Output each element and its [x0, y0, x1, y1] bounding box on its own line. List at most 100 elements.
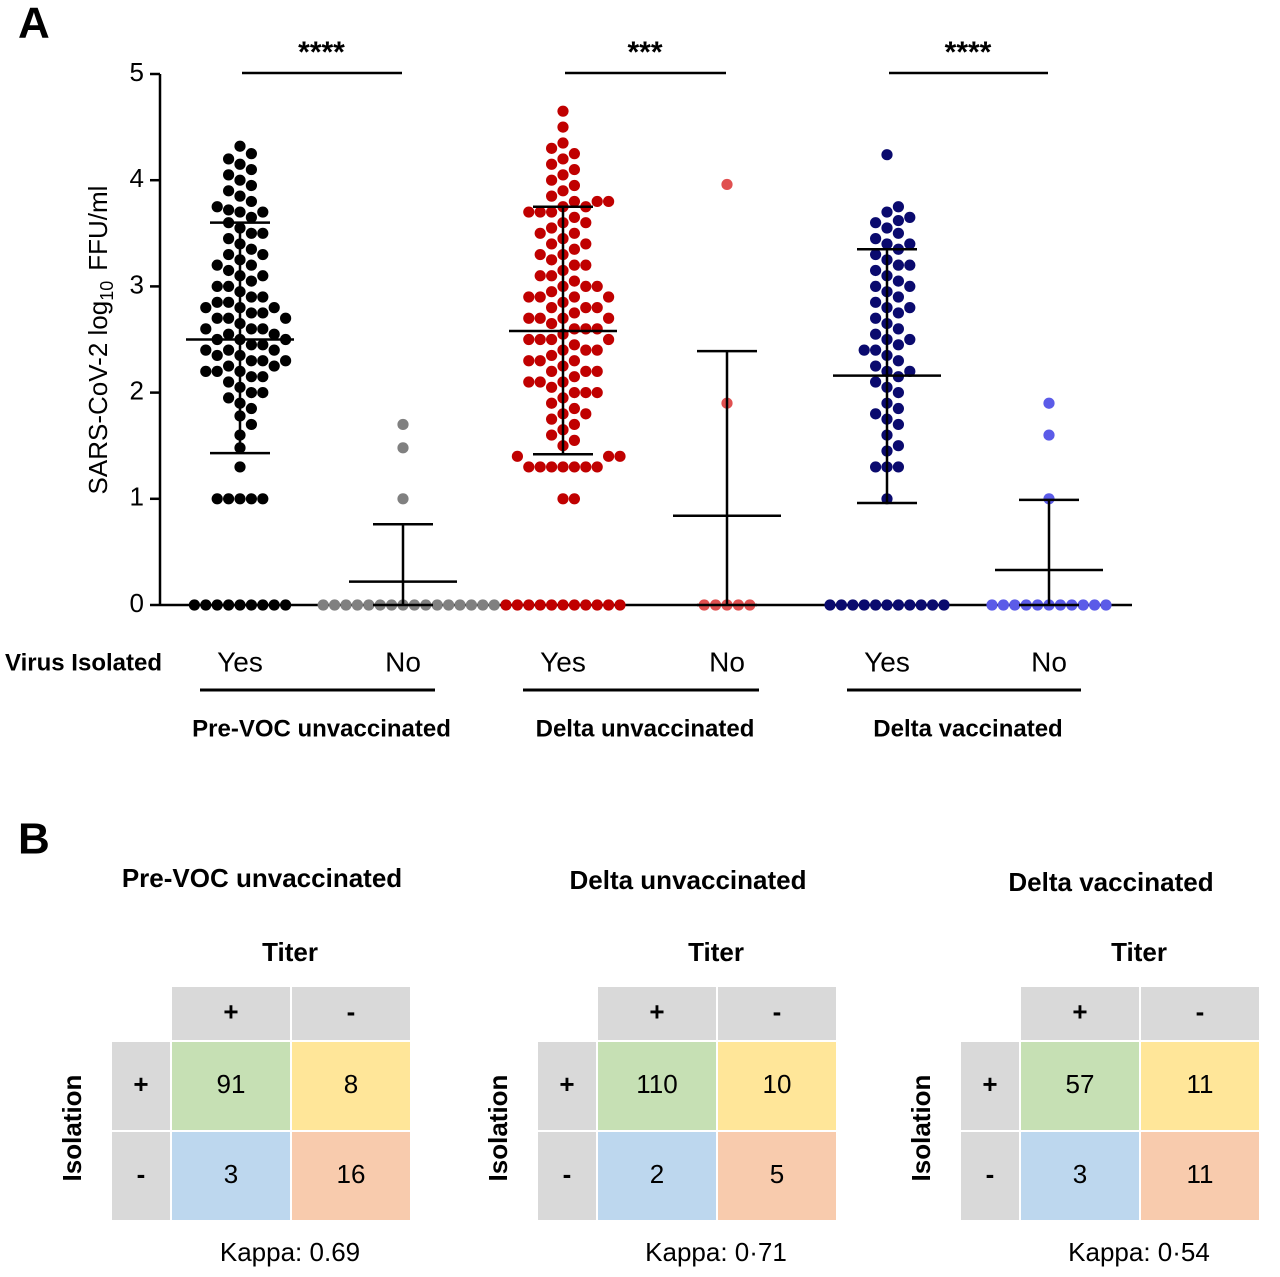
- data-point: [870, 264, 882, 277]
- row-label: +: [133, 1069, 148, 1099]
- data-point: [534, 227, 546, 239]
- kappa-label: Kappa: 0.69: [220, 1237, 360, 1267]
- row-header: Isolation: [906, 1075, 936, 1182]
- data-point: [546, 238, 558, 250]
- data-point: [568, 211, 581, 223]
- data-point: [870, 360, 882, 372]
- data-point: [223, 344, 235, 356]
- data-point: [892, 387, 905, 399]
- data-point: [603, 291, 615, 303]
- data-point: [280, 599, 292, 611]
- header-cell: [961, 1042, 1019, 1130]
- data-point: [591, 387, 603, 399]
- cell-value: 11: [1187, 1159, 1214, 1189]
- header-cell: [538, 1042, 596, 1130]
- table-cell: [718, 1132, 836, 1220]
- header-cell: [961, 1132, 1019, 1220]
- data-point: [534, 461, 546, 473]
- panel-label: A: [18, 0, 50, 48]
- data-point: [892, 323, 905, 335]
- data-point: [568, 291, 581, 303]
- data-point: [245, 402, 257, 415]
- data-point: [881, 206, 893, 218]
- data-point: [580, 344, 592, 356]
- data-point: [568, 195, 581, 208]
- data-point: [847, 599, 859, 611]
- data-point: [257, 291, 269, 303]
- panel-label: B: [18, 815, 50, 864]
- cell-value: 57: [1066, 1069, 1095, 1099]
- data-point: [557, 169, 569, 181]
- data-point: [200, 344, 212, 356]
- cell-value: 16: [337, 1159, 366, 1189]
- data-point: [223, 153, 235, 165]
- data-point: [523, 461, 535, 473]
- data-point: [200, 302, 212, 314]
- data-point: [245, 211, 257, 223]
- data-point: [534, 355, 546, 367]
- table-title: Pre-VOC unvaccinated: [122, 863, 402, 893]
- data-point: [580, 259, 592, 271]
- data-point: [245, 371, 257, 383]
- table-cell: [172, 1132, 290, 1220]
- data-point: [245, 259, 257, 271]
- kappa-label: Kappa: 0·71: [645, 1237, 787, 1267]
- data-point: [591, 302, 603, 314]
- data-point: [870, 296, 882, 308]
- data-point: [892, 418, 905, 431]
- data-point: [200, 365, 212, 377]
- data-point: [568, 227, 581, 239]
- x-tick-label: Yes: [217, 646, 263, 677]
- data-point: [546, 286, 558, 298]
- data-point: [1100, 599, 1112, 611]
- data-point: [546, 174, 558, 186]
- data-point: [245, 599, 257, 611]
- data-point: [997, 599, 1010, 611]
- data-point: [870, 312, 882, 324]
- table-cell: [292, 1042, 410, 1130]
- data-point: [870, 328, 882, 340]
- data-point: [938, 599, 950, 611]
- data-point: [870, 344, 882, 356]
- data-point: [234, 190, 246, 202]
- data-point: [188, 599, 200, 611]
- data-point: [211, 349, 223, 362]
- data-point: [245, 275, 257, 287]
- data-point: [557, 493, 569, 505]
- table-title: Delta vaccinated: [1008, 867, 1213, 897]
- data-point: [280, 312, 292, 324]
- group-label: Pre-VOC unvaccinated: [192, 715, 451, 742]
- data-point: [223, 360, 235, 372]
- data-point: [568, 371, 581, 383]
- data-point: [211, 259, 223, 271]
- row-label: -: [986, 1159, 995, 1189]
- data-point: [892, 461, 905, 473]
- data-point: [211, 599, 223, 611]
- data-point: [580, 280, 592, 292]
- table-title: Delta unvaccinated: [570, 865, 807, 895]
- row-label: -: [563, 1159, 572, 1189]
- data-point: [546, 413, 558, 425]
- data-point: [824, 599, 836, 611]
- data-point: [546, 365, 558, 377]
- data-point: [568, 243, 581, 255]
- data-point: [223, 599, 235, 611]
- col-header: Titer: [1111, 937, 1167, 967]
- significance-label: ***: [627, 36, 662, 69]
- x-tick-label: Yes: [864, 646, 910, 677]
- data-point: [245, 195, 257, 208]
- data-point: [870, 233, 882, 245]
- data-point: [892, 599, 905, 611]
- y-axis-label: SARS-CoV-2 log10 FFU/ml: [83, 186, 117, 495]
- data-point: [223, 328, 235, 340]
- header-cell: [292, 987, 410, 1040]
- data-point: [340, 599, 352, 611]
- data-point: [245, 355, 257, 367]
- data-point: [904, 365, 916, 377]
- data-point: [603, 450, 615, 462]
- data-point: [351, 599, 363, 611]
- data-point: [591, 344, 603, 356]
- col-header: Titer: [688, 937, 744, 967]
- cell-value: 91: [217, 1069, 246, 1099]
- data-point: [546, 429, 558, 441]
